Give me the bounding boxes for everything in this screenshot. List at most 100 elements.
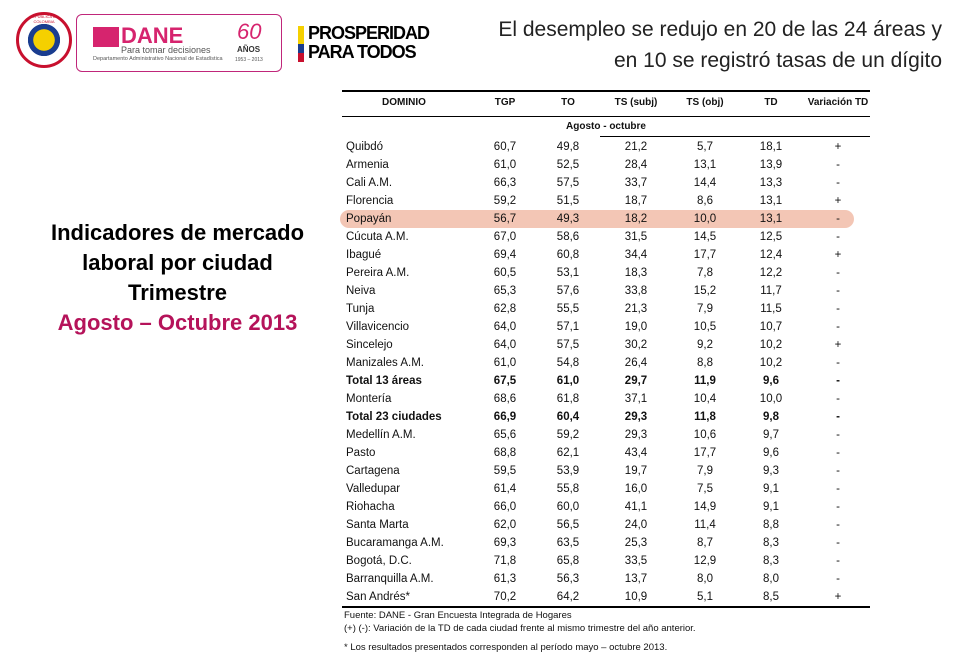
cell-value: 11,4: [694, 519, 716, 531]
cell-value: 62,0: [493, 519, 517, 531]
cell-value: -: [836, 231, 840, 243]
footer-note: (+) (-): Variación de la TD de cada ciud…: [344, 623, 696, 634]
cell-value: +: [834, 339, 842, 351]
row-label: Barranquilla A.M.: [346, 573, 434, 585]
cell-value: -: [836, 393, 840, 405]
cell-value: 13,3: [759, 177, 783, 189]
row-label: Armenia: [346, 159, 389, 171]
cell-value: 57,5: [556, 177, 580, 189]
row-label: Montería: [346, 393, 392, 405]
cell-value: 64,0: [493, 339, 517, 351]
cell-value: 69,3: [493, 537, 517, 549]
cell-value: 9,6: [763, 375, 779, 387]
cell-value: 5,1: [697, 591, 713, 603]
flag-bar: [298, 26, 304, 62]
cell-value: 70,2: [493, 591, 517, 603]
title-line: Trimestre: [127, 280, 228, 305]
cell-value: 11,5: [760, 303, 782, 315]
row-label: Quibdó: [346, 141, 384, 153]
cell-value: 8,3: [763, 537, 779, 549]
cell-value: 65,8: [556, 555, 580, 567]
cell-value: 57,6: [556, 285, 580, 297]
cell-value: 60,8: [556, 249, 580, 261]
title-line: laboral por ciudad: [82, 250, 273, 275]
column-header: TD: [764, 97, 778, 108]
row-label: Sincelejo: [346, 339, 393, 351]
cell-value: 9,1: [763, 483, 779, 495]
cell-value: 5,7: [697, 141, 713, 153]
footer-note: * Los resultados presentados corresponde…: [344, 642, 668, 653]
cell-value: 60,7: [493, 141, 517, 153]
cell-value: -: [836, 321, 840, 333]
cell-value: 66,3: [493, 177, 517, 189]
rule: [342, 116, 870, 117]
cell-value: 8,8: [763, 519, 779, 531]
row-label: Neiva: [346, 285, 376, 297]
seal-text: REPÚBLICA DE COLOMBIA: [29, 14, 59, 24]
cell-value: 67,0: [493, 231, 517, 243]
cell-value: 55,8: [556, 483, 580, 495]
highlight: [340, 210, 854, 228]
cell-value: -: [836, 303, 840, 315]
cell-value: 12,2: [759, 267, 783, 279]
cell-value: 10,2: [759, 357, 783, 369]
cell-value: -: [836, 357, 840, 369]
cell-value: 62,8: [493, 303, 517, 315]
headline: en 10 se registró tasas de un dígito: [613, 49, 942, 72]
anniversary-years: 1953 – 2013: [235, 57, 263, 63]
rule: [342, 606, 870, 608]
anniversary: 60: [237, 19, 262, 44]
cell-value: -: [836, 159, 840, 171]
cell-value: 43,4: [624, 447, 648, 459]
column-header: TGP: [494, 97, 516, 108]
cell-value: 41,1: [624, 501, 648, 513]
row-label: Tunja: [346, 303, 375, 315]
cell-value: -: [836, 519, 840, 531]
cell-value: 7,9: [697, 303, 713, 315]
period-header: Agosto - octubre: [566, 121, 646, 132]
cell-value: 57,5: [556, 339, 580, 351]
column-header: TS (obj): [686, 97, 724, 108]
cell-value: 10,7: [759, 321, 783, 333]
cell-value: 65,6: [493, 429, 517, 441]
cell-value: 59,5: [493, 465, 517, 477]
cell-value: 54,8: [556, 357, 580, 369]
cell-value: 8,8: [697, 357, 713, 369]
cell-value: 61,0: [556, 375, 580, 387]
cell-value: 34,4: [624, 249, 648, 261]
cell-value: 33,8: [624, 285, 648, 297]
cell-value: 30,2: [624, 339, 648, 351]
cell-value: 25,3: [624, 537, 648, 549]
cell-value: 64,2: [556, 591, 580, 603]
cell-value: 64,0: [493, 321, 517, 333]
row-label: Total 23 ciudades: [346, 411, 442, 423]
cell-value: 49,8: [556, 141, 580, 153]
cell-value: 53,9: [556, 465, 580, 477]
row-label: Florencia: [346, 195, 394, 207]
seal: REPÚBLICA DE COLOMBIA: [16, 12, 72, 68]
cell-value: 56,5: [556, 519, 580, 531]
cell-value: 8,6: [697, 195, 713, 207]
cell-value: -: [836, 177, 840, 189]
cell-value: 61,8: [556, 393, 580, 405]
cell-value: 17,7: [693, 447, 717, 459]
row-label: Pasto: [346, 447, 376, 459]
cell-value: 55,5: [556, 303, 580, 315]
cell-value: 69,4: [493, 249, 517, 261]
cell-value: -: [836, 501, 840, 513]
cell-value: 13,1: [693, 159, 717, 171]
column-header: Variación TD: [807, 97, 869, 108]
cell-value: 16,0: [624, 483, 648, 495]
cell-value: 10,0: [759, 393, 783, 405]
cell-value: 9,3: [763, 465, 779, 477]
title-line: Indicadores de mercado: [50, 220, 305, 245]
cell-value: 14,5: [693, 231, 717, 243]
cell-value: 26,4: [624, 357, 648, 369]
cell-value: 9,8: [763, 411, 779, 423]
cell-value: 51,5: [556, 195, 580, 207]
cell-value: 15,2: [693, 285, 717, 297]
cell-value: -: [836, 537, 840, 549]
dane-tagline: Para tomar decisiones: [121, 45, 211, 55]
column-header: DOMINIO: [382, 97, 426, 108]
cell-value: 29,3: [624, 411, 648, 423]
